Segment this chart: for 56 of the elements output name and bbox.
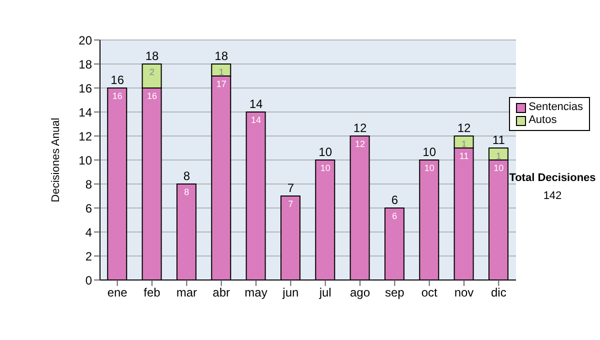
data-label: 10: [424, 163, 434, 173]
total-label: 12: [457, 121, 471, 135]
y-tick-label: 16: [78, 81, 92, 96]
total-label: 11: [492, 133, 506, 147]
y-tick-label: 2: [85, 249, 92, 264]
y-tick-label: 12: [78, 129, 92, 144]
text: 142: [542, 190, 563, 202]
x-tick-label: ago: [350, 286, 370, 300]
total-label: 10: [318, 145, 332, 159]
data-label: 7: [288, 199, 294, 209]
y-tick-label: 10: [78, 153, 92, 168]
data-label: 1: [496, 151, 502, 161]
data-label: 6: [392, 211, 398, 221]
total-label: 7: [287, 181, 294, 195]
y-tick-label: 8: [85, 177, 92, 192]
data-label: 2: [149, 67, 155, 77]
x-tick-label: dic: [490, 286, 506, 300]
legend-label: Sentencias: [528, 101, 583, 114]
data-label: 10: [320, 163, 330, 173]
total-label: 18: [214, 49, 228, 63]
data-label: 16: [112, 91, 122, 101]
total-label: 6: [391, 193, 398, 207]
x-tick-label: may: [244, 286, 268, 300]
y-tick-label: 20: [78, 33, 92, 48]
x-tick-label: mar: [176, 286, 198, 300]
x-tick-label: nov: [454, 286, 474, 300]
data-label: 14: [250, 115, 262, 125]
x-tick-label: abr: [212, 286, 230, 300]
data-label: 1: [461, 139, 467, 149]
x-tick-label: jun: [282, 286, 299, 300]
total-label: 18: [145, 49, 159, 63]
total-label: 12: [353, 121, 367, 135]
total-label: 8: [183, 169, 190, 183]
data-label: 17: [216, 79, 226, 89]
annotation: Total Decisiones: [508, 172, 597, 184]
x-tick-label: jul: [318, 286, 332, 300]
y-tick-label: 0: [85, 273, 92, 288]
x-tick-label: oct: [421, 286, 438, 300]
y-tick-label: 4: [85, 225, 92, 240]
y-axis-title: Decisiones Anual: [50, 118, 62, 202]
y-tick-label: 18: [78, 57, 92, 72]
data-label: 11: [459, 151, 469, 161]
y-tick-label: 14: [78, 105, 92, 120]
total-label: 10: [422, 145, 436, 159]
data-label: 10: [494, 163, 504, 173]
legend-label: Autos: [528, 114, 557, 127]
total-label: 14: [249, 97, 263, 111]
y-tick-label: 6: [85, 201, 92, 216]
x-tick-label: ene: [107, 286, 128, 300]
data-label: 1: [218, 67, 224, 77]
total-label: 16: [110, 73, 124, 87]
x-tick-label: feb: [144, 286, 161, 300]
x-tick-label: sep: [384, 286, 405, 300]
data-label: 12: [354, 139, 366, 149]
data-label: 16: [146, 91, 158, 101]
data-label: 8: [184, 187, 190, 197]
